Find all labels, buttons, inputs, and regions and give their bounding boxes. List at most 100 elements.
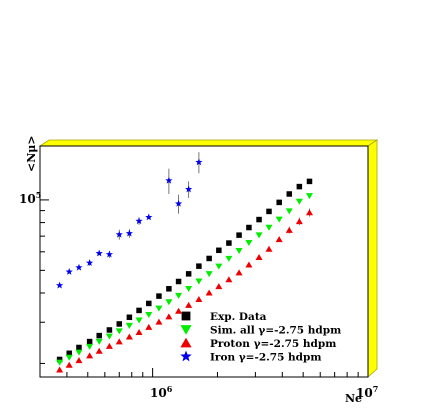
data-point [76, 344, 82, 351]
data-point [125, 333, 133, 340]
data-point [135, 317, 143, 324]
data-point [156, 293, 162, 299]
data-point [165, 313, 173, 320]
legend-marker-1 [180, 325, 192, 335]
data-point [195, 278, 203, 285]
data-point [145, 311, 153, 318]
data-point [206, 255, 212, 262]
data-point [245, 261, 253, 268]
data-point [65, 268, 73, 275]
data-point [185, 286, 193, 293]
data-point [75, 349, 83, 356]
y-axis-ticks [40, 199, 49, 364]
legend-marker-0 [181, 311, 191, 321]
data-point [106, 327, 113, 333]
data-point [145, 323, 153, 330]
legend-marker-3 [180, 350, 192, 362]
data-point [235, 269, 243, 276]
legend-label-1: Sim. all γ=-2.75 hdpm [210, 325, 341, 337]
data-point [165, 299, 173, 306]
data-point [295, 198, 303, 205]
data-point [125, 322, 133, 329]
data-point [265, 245, 273, 252]
data-point [165, 176, 173, 184]
data-point [236, 232, 242, 238]
data-point [95, 249, 103, 257]
plot-area [39, 145, 369, 378]
data-point [146, 300, 152, 307]
data-point [226, 240, 232, 246]
legend-marker-2 [180, 337, 192, 348]
x-tick-label-1e6: 106 [150, 384, 173, 400]
data-point [276, 199, 282, 206]
data-point [216, 247, 222, 254]
y-tick-label-1e5: 105 [19, 190, 41, 206]
x-axis-ticks [39, 368, 369, 377]
data-point [56, 356, 63, 363]
data-point [285, 208, 293, 215]
data-point [225, 255, 233, 262]
data-point [215, 263, 223, 270]
data-point [205, 271, 213, 278]
data-point [145, 213, 153, 221]
data-point [235, 248, 243, 255]
data-point [95, 338, 103, 345]
data-point [115, 338, 123, 345]
data-point [185, 185, 193, 193]
data-point [86, 338, 93, 345]
data-point [126, 314, 133, 321]
data-point [166, 286, 172, 292]
data-point [185, 271, 192, 277]
legend-label-0: Exp. Data [210, 311, 267, 323]
data-point [255, 253, 263, 260]
data-point [56, 359, 64, 366]
data-point [105, 250, 113, 258]
data-point [105, 342, 113, 349]
data-point [95, 347, 103, 354]
data-point [185, 301, 193, 308]
series-1 [56, 193, 313, 366]
data-point [265, 224, 273, 231]
data-point [115, 328, 123, 335]
data-point [275, 216, 283, 223]
data-point [136, 307, 142, 314]
series-0 [56, 178, 313, 363]
frame-shadow-right [367, 139, 378, 378]
data-point [305, 193, 313, 200]
data-point [56, 281, 64, 289]
frame-shadow-top [38, 139, 379, 147]
data-point [215, 283, 223, 290]
data-point [305, 209, 313, 216]
data-point [205, 289, 213, 296]
data-point [135, 328, 143, 335]
y-axis-title: <Nμ> [25, 135, 38, 172]
data-point [155, 305, 163, 312]
data-point [105, 333, 113, 340]
data-point [65, 354, 73, 361]
data-point [125, 229, 133, 237]
data-point [175, 292, 183, 299]
data-point [266, 208, 272, 215]
data-point [195, 296, 203, 303]
data-point [286, 191, 293, 197]
data-point [66, 350, 72, 357]
data-point [256, 216, 262, 223]
data-point [175, 199, 183, 207]
data-point [195, 158, 203, 166]
data-point [116, 321, 123, 327]
series-2 [56, 208, 313, 373]
data-point [115, 230, 123, 238]
data-point [255, 232, 263, 239]
data-point [285, 226, 293, 233]
data-point [86, 259, 94, 266]
data-point [295, 218, 303, 225]
x-tick-label-1e7: 107 [356, 384, 378, 400]
data-point [86, 343, 94, 350]
legend-label-2: Proton γ=-2.75 hdpm [210, 338, 336, 350]
data-point [245, 239, 253, 246]
data-point [275, 236, 283, 243]
data-point [96, 332, 102, 339]
data-point [175, 307, 183, 314]
